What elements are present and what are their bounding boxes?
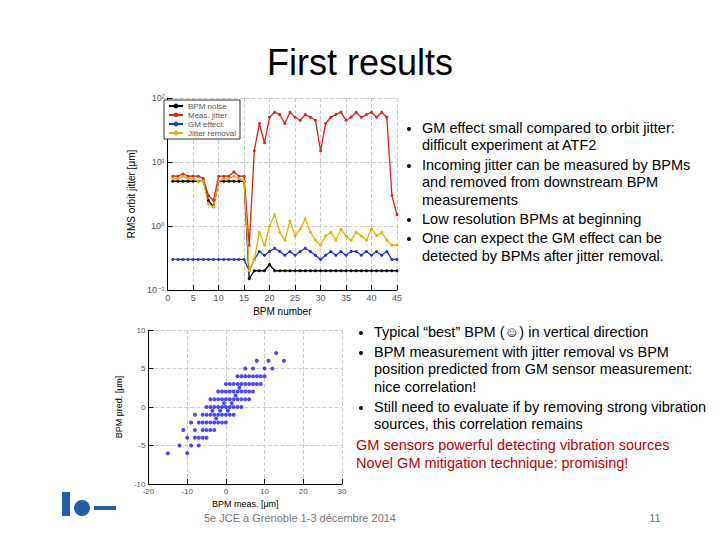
html-text:Incoming jitter can be measure: Incoming jitter can be measured by BPMs … bbox=[422, 156, 691, 208]
svg-text:20: 20 bbox=[299, 487, 308, 496]
svg-text:10¹: 10¹ bbox=[152, 157, 165, 167]
svg-text:-20: -20 bbox=[143, 487, 155, 496]
html-text:Low resolution BPMs at beginni: Low resolution BPMs at beginning bbox=[422, 211, 642, 227]
svg-text:45: 45 bbox=[392, 293, 402, 303]
svg-text:10⁰: 10⁰ bbox=[151, 221, 165, 231]
svg-text:GM effect: GM effect bbox=[188, 120, 223, 129]
svg-text:-10: -10 bbox=[133, 479, 146, 489]
svg-text:10⁻¹: 10⁻¹ bbox=[147, 285, 165, 295]
svg-text:35: 35 bbox=[341, 293, 351, 303]
svg-text:BPM number: BPM number bbox=[253, 306, 312, 317]
html-text:GM sensors powerful detecting: GM sensors powerful detecting vibration … bbox=[356, 437, 670, 454]
svg-text:RMS orbit jitter [μm]: RMS orbit jitter [μm] bbox=[126, 150, 137, 239]
svg-text:40: 40 bbox=[367, 293, 377, 303]
html-text:5e JCE à Grenoble 1-3 décembre: 5e JCE à Grenoble 1-3 décembre 2014 bbox=[204, 512, 396, 524]
html-text:GM effect small compared to or: GM effect small compared to orbit jitter… bbox=[422, 120, 675, 154]
svg-text:30: 30 bbox=[338, 487, 347, 496]
svg-text:0: 0 bbox=[141, 403, 146, 412]
html-text:One can expect the GM effect c: One can expect the GM effect can be dete… bbox=[422, 230, 664, 264]
svg-text:0: 0 bbox=[224, 487, 229, 496]
svg-text:10: 10 bbox=[260, 487, 269, 496]
svg-text:0: 0 bbox=[165, 293, 170, 303]
svg-text:10²: 10² bbox=[152, 93, 165, 103]
svg-text:-10: -10 bbox=[181, 487, 193, 496]
html-text:Novel GM mitigation technique:: Novel GM mitigation technique: promising… bbox=[356, 455, 629, 472]
svg-text:BPM meas. [μm]: BPM meas. [μm] bbox=[212, 499, 279, 509]
html-text:11: 11 bbox=[649, 512, 661, 524]
svg-text:20: 20 bbox=[265, 293, 275, 303]
svg-text:5: 5 bbox=[141, 364, 146, 373]
svg-text:BPM noise: BPM noise bbox=[188, 102, 227, 111]
html-text:First results: First results bbox=[267, 42, 453, 83]
html-text:BPM measurement with jitter re: BPM measurement with jitter removal vs B… bbox=[374, 343, 693, 396]
svg-text:5: 5 bbox=[191, 293, 196, 303]
svg-text:15: 15 bbox=[239, 293, 249, 303]
svg-text:10: 10 bbox=[137, 326, 146, 335]
svg-text:Meas. jitter: Meas. jitter bbox=[188, 111, 227, 120]
html-text:Typical “best” BPM (☺) in vert: Typical “best” BPM (☺) in vertical direc… bbox=[374, 324, 649, 340]
svg-text:30: 30 bbox=[316, 293, 326, 303]
html-text:Still need to evaluate if by r: Still need to evaluate if by removing st… bbox=[374, 398, 707, 433]
svg-text:-5: -5 bbox=[138, 441, 146, 450]
svg-text:25: 25 bbox=[290, 293, 300, 303]
svg-text:BPM pred. [μm]: BPM pred. [μm] bbox=[114, 376, 124, 439]
svg-text:Jitter removal: Jitter removal bbox=[188, 129, 236, 138]
svg-text:10: 10 bbox=[214, 293, 224, 303]
